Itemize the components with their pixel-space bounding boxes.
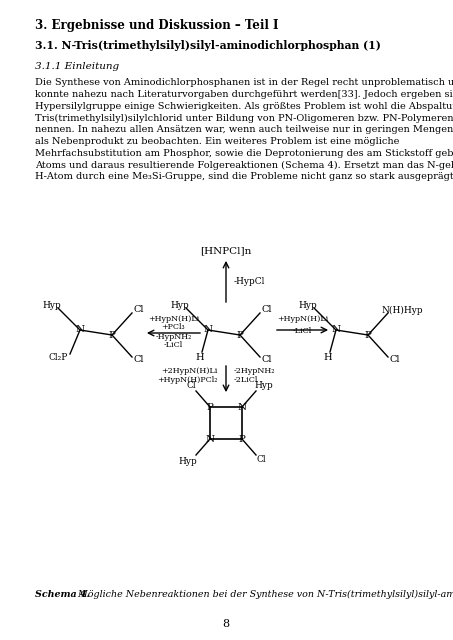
Text: P: P <box>207 403 213 412</box>
Text: Cl: Cl <box>186 381 196 390</box>
Text: +2HypN(H)Li: +2HypN(H)Li <box>162 367 218 375</box>
Text: Atoms und daraus resultierende Folgereaktionen (Schema 4). Ersetzt man das N-geb: Atoms und daraus resultierende Folgereak… <box>35 161 453 170</box>
Text: [HNPCl]n: [HNPCl]n <box>200 246 252 255</box>
Text: H: H <box>196 353 204 362</box>
Text: +PCl₃: +PCl₃ <box>162 323 185 331</box>
Text: Hyp: Hyp <box>299 301 318 310</box>
Text: Cl: Cl <box>262 305 272 314</box>
Text: Cl: Cl <box>262 355 272 365</box>
Text: 3. Ergebnisse und Diskussion – Teil I: 3. Ergebnisse und Diskussion – Teil I <box>35 19 279 32</box>
Text: N: N <box>206 435 215 444</box>
Text: -HypNH₂: -HypNH₂ <box>155 333 192 341</box>
Text: Cl: Cl <box>134 305 144 314</box>
Text: -HypCl: -HypCl <box>234 277 265 286</box>
Text: Cl₂P: Cl₂P <box>48 353 67 362</box>
Text: +HypN(H)Li: +HypN(H)Li <box>148 315 199 323</box>
Text: Hyp: Hyp <box>171 301 189 310</box>
Text: -2LiCl: -2LiCl <box>234 376 258 384</box>
Text: Cl: Cl <box>390 355 400 365</box>
Text: 3.1.1 Einleitung: 3.1.1 Einleitung <box>35 62 119 71</box>
Text: N: N <box>237 403 246 412</box>
Text: P: P <box>236 330 243 339</box>
Text: Mehrfachsubstitution am Phosphor, sowie die Deprotonierung des am Stickstoff geb: Mehrfachsubstitution am Phosphor, sowie … <box>35 148 453 158</box>
Text: -LiCl: -LiCl <box>293 327 312 335</box>
Text: H: H <box>324 353 333 362</box>
Text: Hyp: Hyp <box>43 301 61 310</box>
Text: Hyp: Hyp <box>178 456 198 465</box>
Text: Cl: Cl <box>256 456 266 465</box>
Text: Cl: Cl <box>134 355 144 365</box>
Text: +HypN(H)Li: +HypN(H)Li <box>277 315 328 323</box>
Text: Hypersilylgruppe einige Schwierigkeiten. Als größtes Problem ist wohl die Abspal: Hypersilylgruppe einige Schwierigkeiten.… <box>35 102 453 111</box>
Text: -LiCl: -LiCl <box>164 341 183 349</box>
Text: N(H)Hyp: N(H)Hyp <box>381 305 423 315</box>
Text: P: P <box>365 330 371 339</box>
Text: N: N <box>332 326 341 335</box>
Text: Hyp: Hyp <box>255 381 273 390</box>
Text: Tris(trimethylsilyl)silylchlorid unter Bildung von PN-Oligomeren bzw. PN-Polymer: Tris(trimethylsilyl)silylchlorid unter B… <box>35 113 453 122</box>
Text: Mögliche Nebenreaktionen bei der Synthese von N-Tris(trimethylsilyl)silyl-aminod: Mögliche Nebenreaktionen bei der Synthes… <box>75 590 453 599</box>
Text: Schema 4.: Schema 4. <box>35 590 90 599</box>
Text: H-Atom durch eine Me₃Si-Gruppe, sind die Probleme nicht ganz so stark ausgeprägt: H-Atom durch eine Me₃Si-Gruppe, sind die… <box>35 172 453 181</box>
Text: 8: 8 <box>222 619 230 629</box>
Text: nennen. In nahezu allen Ansätzen war, wenn auch teilweise nur in geringen Mengen: nennen. In nahezu allen Ansätzen war, we… <box>35 125 453 134</box>
Text: konnte nahezu nach Literaturvorgaben durchgeführt werden[33]. Jedoch ergeben sic: konnte nahezu nach Literaturvorgaben dur… <box>35 90 453 99</box>
Text: Die Synthese von Aminodichlorphosphanen ist in der Regel recht unproblematisch u: Die Synthese von Aminodichlorphosphanen … <box>35 78 453 87</box>
Text: P: P <box>109 330 116 339</box>
Text: N: N <box>76 326 85 335</box>
Text: als Nebenprodukt zu beobachten. Ein weiteres Problem ist eine mögliche: als Nebenprodukt zu beobachten. Ein weit… <box>35 137 400 146</box>
Text: 3.1. N-Tris(trimethylsilyl)silyl-aminodichlorphosphan (1): 3.1. N-Tris(trimethylsilyl)silyl-aminodi… <box>35 40 381 51</box>
Text: P: P <box>239 435 246 444</box>
Text: +HypN(H)PCl₂: +HypN(H)PCl₂ <box>158 376 218 384</box>
Text: -2HypNH₂: -2HypNH₂ <box>234 367 275 375</box>
Text: N: N <box>203 326 212 335</box>
